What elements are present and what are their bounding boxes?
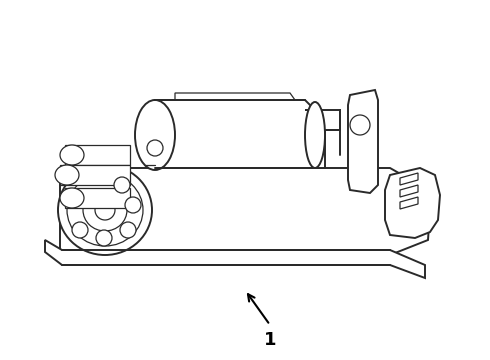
Polygon shape: [65, 145, 130, 165]
Ellipse shape: [120, 222, 136, 238]
Polygon shape: [348, 90, 378, 193]
Polygon shape: [400, 185, 418, 197]
Polygon shape: [60, 165, 130, 185]
Ellipse shape: [60, 145, 84, 165]
Ellipse shape: [305, 102, 325, 168]
Polygon shape: [400, 173, 418, 185]
Polygon shape: [305, 110, 340, 168]
Ellipse shape: [67, 174, 143, 246]
Ellipse shape: [125, 197, 141, 213]
Ellipse shape: [83, 189, 127, 231]
Polygon shape: [175, 93, 295, 100]
Polygon shape: [145, 100, 315, 168]
Polygon shape: [65, 188, 130, 208]
Ellipse shape: [147, 140, 163, 156]
Ellipse shape: [60, 188, 84, 208]
Polygon shape: [60, 168, 430, 255]
Ellipse shape: [58, 165, 152, 255]
Ellipse shape: [96, 230, 112, 246]
Text: 1: 1: [264, 331, 276, 349]
Ellipse shape: [72, 222, 88, 238]
Ellipse shape: [55, 165, 79, 185]
Ellipse shape: [114, 177, 130, 193]
Ellipse shape: [135, 100, 175, 170]
Polygon shape: [45, 240, 425, 278]
Polygon shape: [400, 197, 418, 209]
Ellipse shape: [95, 200, 115, 220]
Polygon shape: [385, 168, 440, 238]
Ellipse shape: [350, 115, 370, 135]
